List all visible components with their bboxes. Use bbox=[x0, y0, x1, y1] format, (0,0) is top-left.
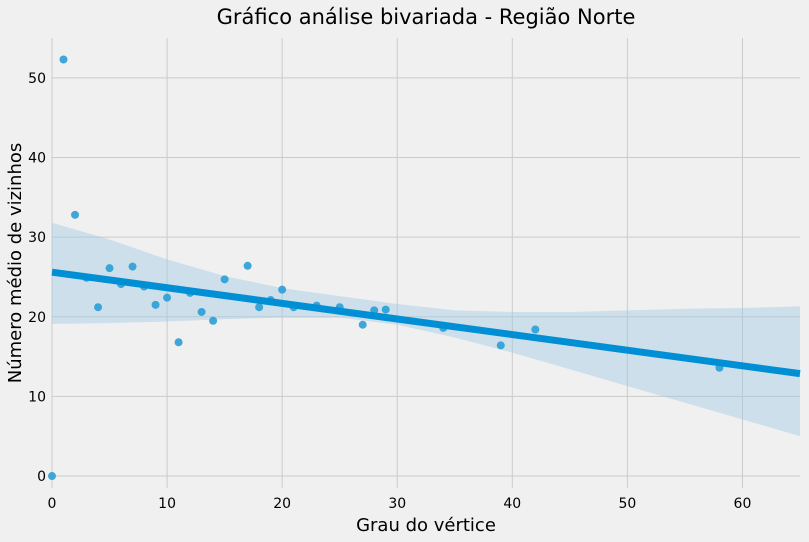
grid-lines bbox=[51, 38, 800, 488]
data-point bbox=[174, 338, 183, 347]
data-point bbox=[209, 316, 218, 325]
data-point bbox=[381, 305, 390, 314]
y-tick-label: 0 bbox=[37, 469, 46, 485]
regression-line bbox=[51, 268, 801, 378]
x-tick-label: 20 bbox=[273, 496, 291, 512]
y-tick-label: 50 bbox=[28, 71, 46, 87]
data-point bbox=[94, 303, 103, 312]
data-point bbox=[496, 341, 505, 350]
data-point bbox=[128, 262, 137, 271]
regression-line-group bbox=[51, 268, 801, 378]
x-tick-label: 60 bbox=[734, 496, 752, 512]
x-tick-labels: 0 10 20 30 40 50 60 bbox=[48, 496, 752, 512]
data-point bbox=[197, 307, 206, 316]
data-point bbox=[278, 285, 287, 294]
chart-title: Gráfico análise bivariada - Região Norte bbox=[217, 5, 636, 29]
confidence-band bbox=[52, 222, 800, 437]
y-tick-label: 40 bbox=[28, 150, 46, 166]
x-tick-label: 30 bbox=[388, 496, 406, 512]
x-axis-label: Grau do vértice bbox=[356, 515, 496, 536]
data-point bbox=[255, 303, 264, 312]
x-tick-label: 50 bbox=[618, 496, 636, 512]
data-point bbox=[243, 261, 252, 270]
data-point bbox=[220, 275, 229, 284]
y-axis-label: Número médio de vizinhos bbox=[5, 143, 26, 384]
confidence-band-area bbox=[52, 222, 800, 437]
data-point bbox=[48, 472, 56, 481]
x-tick-label: 40 bbox=[503, 496, 521, 512]
data-point bbox=[531, 325, 540, 334]
x-tick-label: 0 bbox=[48, 496, 57, 512]
data-point bbox=[105, 264, 114, 273]
data-point bbox=[151, 300, 160, 309]
x-tick-label: 10 bbox=[158, 496, 176, 512]
data-point bbox=[358, 320, 367, 329]
data-point bbox=[71, 210, 80, 219]
data-point bbox=[163, 293, 172, 302]
y-tick-label: 20 bbox=[28, 310, 46, 326]
y-tick-label: 10 bbox=[28, 389, 46, 405]
y-tick-label: 30 bbox=[28, 230, 46, 246]
y-tick-labels: 0 10 20 30 40 50 bbox=[28, 71, 46, 485]
data-point bbox=[59, 55, 68, 64]
